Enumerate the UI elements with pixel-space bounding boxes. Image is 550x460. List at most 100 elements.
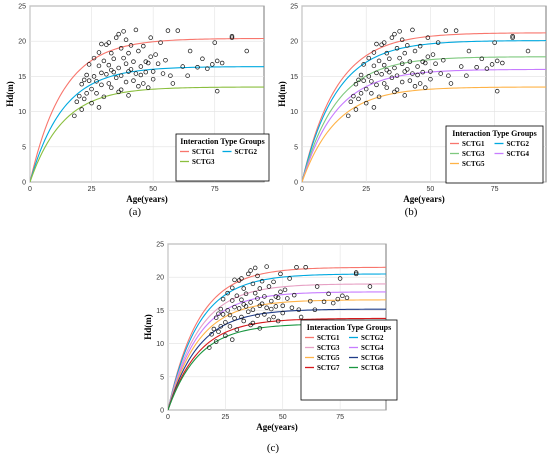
- data-point: [109, 50, 114, 56]
- data-point: [106, 62, 112, 68]
- data-point: [138, 72, 144, 78]
- data-point: [371, 105, 377, 110]
- series-line-sctg2: [168, 273, 386, 410]
- data-point: [353, 270, 359, 275]
- y-tick-label: 0: [160, 408, 164, 415]
- x-tick-label: 25: [221, 414, 229, 421]
- data-point: [384, 85, 390, 90]
- data-point: [337, 276, 343, 281]
- legend-entry: SCTG4: [507, 150, 530, 158]
- data-point: [361, 78, 366, 83]
- data-point: [273, 294, 279, 299]
- data-point: [402, 93, 407, 98]
- data-point: [257, 326, 263, 331]
- data-point: [510, 35, 515, 40]
- data-point: [278, 289, 283, 295]
- data-point: [239, 276, 244, 281]
- data-point: [246, 271, 251, 277]
- y-tick-label: 15: [290, 74, 298, 81]
- series-line-sctg3: [30, 86, 264, 182]
- y-tick-label: 10: [156, 341, 164, 348]
- y-tick-label: 0: [22, 180, 26, 187]
- data-point: [448, 81, 454, 86]
- data-point: [239, 297, 244, 303]
- data-point: [116, 65, 121, 71]
- data-point: [361, 62, 366, 67]
- data-point: [369, 79, 374, 84]
- data-point: [111, 56, 116, 62]
- data-point: [269, 306, 274, 312]
- data-point: [241, 286, 246, 291]
- series-line-sctg2: [302, 40, 546, 182]
- panel-b: 0 25 50 75 0 5 10 15 20 25 Age(years) Hd(m) Interact…: [277, 4, 547, 218]
- legend: Interaction Type Groups SCTG1 SCTG2 SCTG3 SC…: [445, 125, 544, 184]
- data-point: [394, 73, 400, 78]
- x-tick-label: 50: [427, 186, 435, 193]
- data-point: [353, 271, 359, 277]
- data-point: [262, 312, 267, 317]
- data-point: [356, 96, 361, 102]
- data-point: [423, 85, 428, 90]
- data-point: [278, 271, 283, 277]
- y-tick-label: 10: [18, 109, 26, 116]
- data-point: [216, 329, 221, 334]
- data-point: [392, 31, 397, 37]
- data-point: [381, 81, 387, 86]
- data-point: [266, 284, 272, 289]
- data-point: [121, 55, 126, 61]
- data-point: [374, 82, 379, 88]
- legend-title: Interaction Type Groups: [180, 137, 264, 146]
- data-point: [96, 50, 102, 55]
- data-point: [399, 61, 405, 66]
- legend-entry: SCTG3: [462, 150, 485, 158]
- x-tick-label: 75: [491, 186, 499, 193]
- data-point: [106, 40, 112, 45]
- data-point: [225, 308, 230, 313]
- data-point: [484, 66, 490, 71]
- data-point: [387, 69, 392, 75]
- data-point: [453, 28, 459, 33]
- data-point: [430, 52, 436, 57]
- data-point: [443, 28, 449, 33]
- data-point: [407, 59, 413, 64]
- data-point: [417, 81, 423, 86]
- data-point: [72, 113, 77, 119]
- legend-entry: SCTG1: [192, 148, 215, 156]
- data-point: [296, 307, 302, 312]
- y-tick-label: 5: [22, 144, 26, 151]
- data-point: [243, 291, 249, 297]
- data-point: [91, 55, 97, 61]
- data-point: [145, 85, 151, 90]
- data-point: [150, 69, 156, 74]
- data-point: [374, 70, 379, 76]
- data-point: [118, 45, 124, 51]
- data-point: [250, 307, 256, 312]
- series-line-sctg1: [30, 37, 264, 182]
- series-line-sctg7: [168, 317, 386, 410]
- data-point: [303, 264, 308, 270]
- data-point: [417, 43, 423, 49]
- data-point: [510, 34, 515, 39]
- x-tick-label: 25: [362, 186, 370, 193]
- data-point: [109, 85, 114, 90]
- data-point: [259, 301, 265, 307]
- data-point: [394, 45, 400, 51]
- data-point: [91, 74, 97, 79]
- data-point: [121, 29, 126, 34]
- data-point: [353, 107, 359, 112]
- data-layer: [302, 27, 546, 182]
- data-point: [213, 315, 219, 320]
- data-point: [209, 332, 214, 337]
- data-point: [185, 73, 190, 78]
- data-point: [113, 75, 119, 81]
- y-tick-label: 25: [18, 4, 26, 11]
- data-point: [330, 300, 336, 306]
- data-point: [264, 264, 269, 269]
- panel-label: (a): [129, 206, 142, 218]
- data-point: [223, 333, 228, 338]
- data-point: [244, 48, 250, 54]
- data-point: [131, 78, 136, 83]
- data-point: [99, 41, 104, 47]
- data-point: [351, 93, 356, 99]
- data-point: [363, 86, 369, 92]
